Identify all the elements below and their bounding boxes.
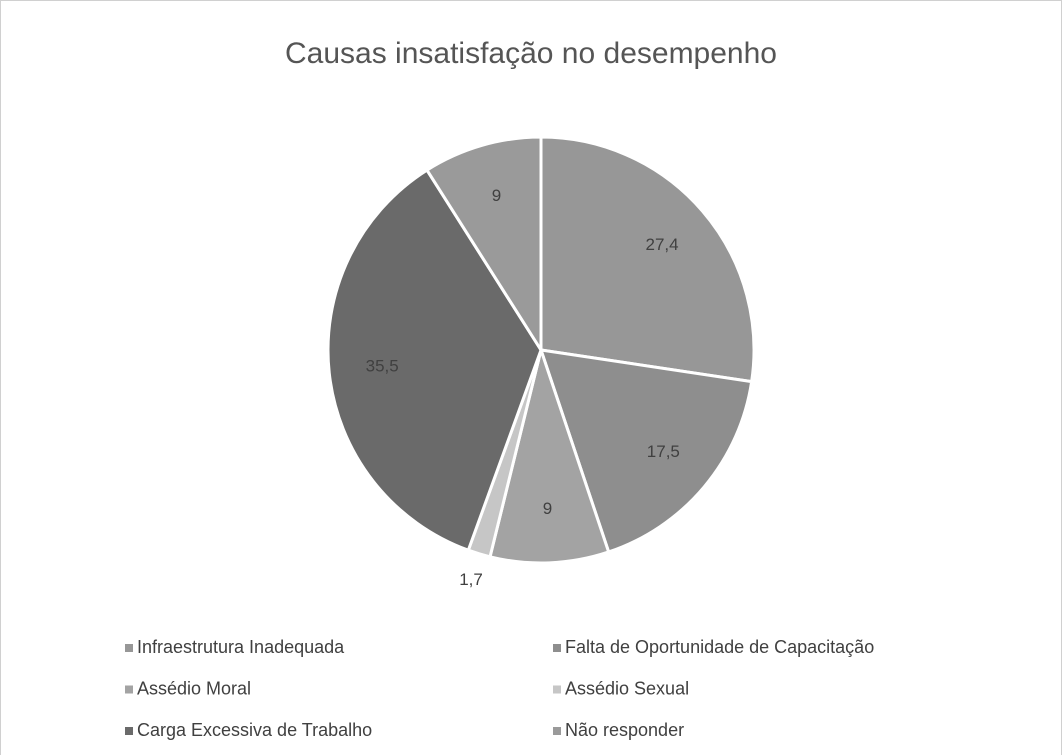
pie-slice (539, 135, 756, 384)
legend-swatch (125, 685, 133, 694)
legend-swatch (553, 727, 561, 735)
data-label: 1,7 (459, 570, 483, 589)
data-label: 9 (492, 186, 501, 205)
legend-label: Assédio Moral (137, 678, 251, 698)
pie-slice (488, 344, 611, 565)
legend-swatch (125, 727, 133, 735)
pie-slice (538, 348, 754, 554)
pie-slice (326, 168, 543, 553)
legend-label: Falta de Oportunidade de Capacitação (565, 637, 874, 657)
legend-label: Não responder (565, 720, 684, 740)
legend-label: Carga Excessiva de Trabalho (137, 720, 372, 740)
data-label: 9 (543, 499, 552, 518)
legend-swatch (553, 685, 561, 694)
data-label: 35,5 (366, 357, 399, 376)
legend-label: Assédio Sexual (565, 678, 689, 698)
legend-swatch (125, 644, 133, 652)
pie-slice (424, 135, 543, 356)
legend-swatch (553, 644, 561, 652)
chart-title: Causas insatisfação no desempenho (285, 37, 777, 70)
legend-label: Infraestrutura Inadequada (137, 637, 345, 657)
data-label: 17,5 (647, 442, 680, 461)
data-label: 27,4 (646, 235, 679, 254)
